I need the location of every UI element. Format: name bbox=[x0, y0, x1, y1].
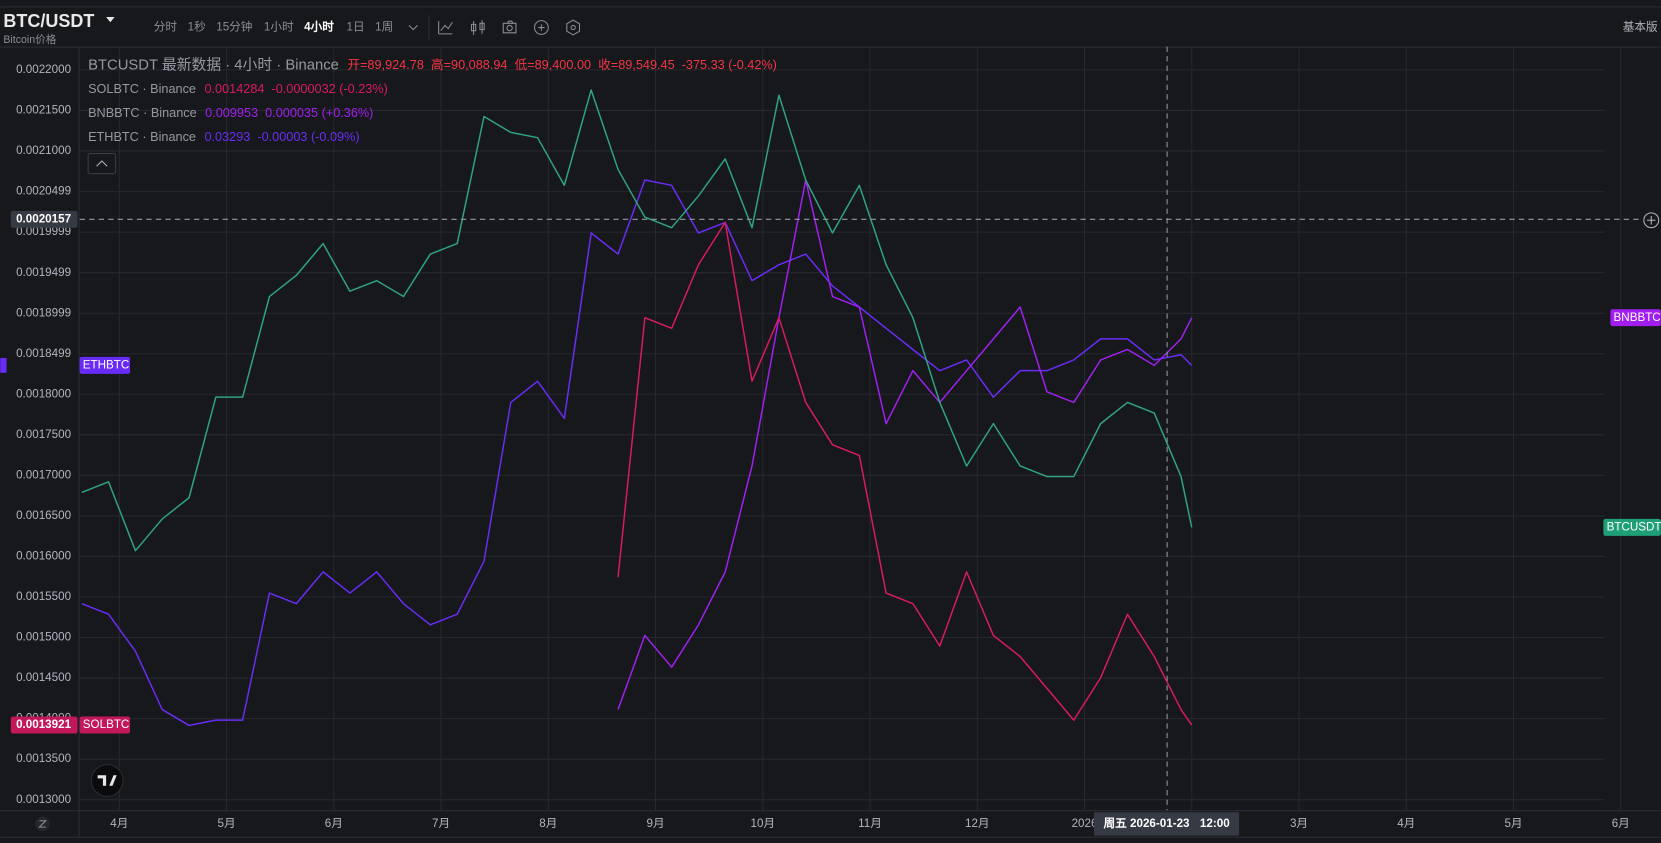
chart-type-button[interactable] bbox=[438, 21, 453, 35]
series-badge bbox=[1603, 518, 1661, 536]
x-tick-label: 7月 bbox=[432, 817, 450, 830]
y-tick-label: 0.0013000 bbox=[16, 793, 71, 806]
x-tick-label: 11月 bbox=[858, 817, 882, 830]
crosshair-x-box bbox=[1094, 812, 1240, 836]
legend-quote: 开=89,924.78 高=90,088.94 低=89,400.00 收=89… bbox=[347, 57, 777, 72]
x-tick-label: 12月 bbox=[965, 817, 990, 830]
collapse-arrow bbox=[96, 160, 108, 167]
y-tick-label: 0.0015500 bbox=[16, 590, 71, 603]
settings-button[interactable] bbox=[566, 19, 581, 36]
legend-quote: 0.03293 -0.00003 (-0.09%) bbox=[204, 130, 359, 144]
add-alert-plus bbox=[1647, 216, 1656, 225]
crosshair-time: 12:00 bbox=[1200, 817, 1230, 830]
series-badge-label: BNBBTC bbox=[1614, 311, 1661, 324]
legend-quote: 0.0014284 -0.0000032 (-0.23%) bbox=[204, 82, 387, 96]
price-badge bbox=[10, 716, 78, 734]
interval-button[interactable]: 分时 bbox=[154, 21, 178, 34]
series-badge bbox=[79, 716, 131, 734]
interval-button[interactable]: 1秒 bbox=[188, 20, 206, 34]
y-tick-label: 0.0013500 bbox=[16, 752, 71, 765]
y-tick-label: 0.0016000 bbox=[16, 550, 71, 563]
y-tick-label: 0.0015000 bbox=[16, 631, 71, 644]
snapshot-button[interactable] bbox=[502, 20, 517, 34]
zoom-icon bbox=[38, 820, 48, 828]
y-tick-label: 0.0018499 bbox=[16, 347, 71, 360]
y-tick-label: 0.0022000 bbox=[16, 63, 71, 76]
y-tick-label: 0.0019499 bbox=[16, 266, 71, 279]
add-indicator-plus bbox=[538, 24, 545, 31]
x-tick-label: 9月 bbox=[646, 817, 664, 830]
x-tick-label: 6月 bbox=[325, 817, 343, 830]
series-line bbox=[617, 179, 1193, 710]
collapse-legend-button[interactable] bbox=[87, 153, 117, 175]
series-badge bbox=[1610, 309, 1661, 327]
x-tick-label: 10月 bbox=[751, 817, 776, 830]
x-tick-label: 5月 bbox=[1504, 817, 1522, 830]
y-tick-label: 0.0021000 bbox=[16, 144, 71, 157]
legend-name[interactable]: BTCUSDT 最新数据 · 4小时 · Binance bbox=[88, 57, 339, 74]
y-tick-label: 0.0016500 bbox=[16, 509, 71, 522]
tradingview-logo[interactable] bbox=[90, 764, 124, 797]
interval-button[interactable]: 1周 bbox=[375, 21, 393, 34]
series-line bbox=[617, 221, 1193, 726]
y-tick-label: 0.0017000 bbox=[16, 468, 71, 481]
price-badge-label: 0.0013921 bbox=[16, 718, 71, 731]
legend-name[interactable]: ETHBTC · Binance bbox=[88, 130, 196, 144]
series-badge bbox=[79, 356, 131, 374]
interval-button[interactable]: 15分钟 bbox=[216, 20, 252, 34]
tradingview-mark bbox=[97, 775, 117, 786]
settings-dot bbox=[570, 24, 576, 31]
y-tick-label: 0.0014500 bbox=[16, 671, 71, 684]
x-tick-label: 4月 bbox=[110, 817, 128, 830]
symbol-dropdown[interactable] bbox=[106, 16, 115, 23]
symbol-subtitle: Bitcoin价格 bbox=[3, 33, 56, 46]
x-tick-label: 4月 bbox=[1397, 817, 1415, 830]
y-tick-label: 0.0021500 bbox=[16, 103, 71, 116]
y-tick-label: 0.0019999 bbox=[16, 225, 71, 238]
crosshair-y-label: 0.0020157 bbox=[16, 212, 71, 225]
series-badge-label: BTCUSDT bbox=[1607, 520, 1661, 533]
legend-quote: 0.009953 0.000035 (+0.36%) bbox=[205, 106, 373, 120]
y-tick-label: 0.0020499 bbox=[16, 185, 71, 198]
x-tick-label: 5月 bbox=[218, 817, 236, 830]
snapshot-lens bbox=[506, 24, 513, 32]
more-intervals[interactable] bbox=[408, 25, 418, 31]
y-tick-label: 0.0018000 bbox=[16, 387, 71, 400]
series-badge-label: ETHBTC bbox=[83, 358, 130, 371]
add-indicator-button[interactable] bbox=[533, 20, 549, 35]
axis-marker bbox=[0, 357, 7, 373]
overlay: 0.0020157 周五 2026-01-23 12:00 BTCUSDT 最新数据 … bbox=[0, 46, 1661, 836]
grid: 0.0022000 0.0021500 0.0021000 0.0020499 0.00… bbox=[16, 46, 1630, 830]
y-tick-label: 0.0017500 bbox=[16, 428, 71, 441]
x-tick-label: 2026 bbox=[1072, 817, 1098, 830]
series-line bbox=[81, 89, 1193, 552]
interval-button[interactable]: 1小时 bbox=[264, 21, 294, 34]
interval-button[interactable]: 4小时 bbox=[304, 20, 334, 34]
crosshair-y-box bbox=[10, 210, 78, 228]
candle-button[interactable] bbox=[470, 20, 485, 35]
series-badge-label: SOLBTC bbox=[83, 718, 130, 731]
x-tick-label: 3月 bbox=[1290, 817, 1308, 830]
legend-name[interactable]: BNBBTC · Binance bbox=[88, 106, 197, 120]
symbol[interactable]: BTC/USDT bbox=[3, 11, 94, 31]
mode-label[interactable]: 基本版 bbox=[1623, 20, 1658, 34]
interval-button[interactable]: 1日 bbox=[347, 21, 365, 34]
x-tick-label: 6月 bbox=[1612, 817, 1630, 830]
series-line bbox=[81, 179, 1193, 727]
legend-name[interactable]: SOLBTC · Binance bbox=[88, 82, 196, 96]
crosshair-x-label: 周五 2026-01-23 bbox=[1104, 816, 1190, 830]
y-tick-label: 0.0018999 bbox=[16, 306, 71, 319]
series-lines bbox=[81, 89, 1193, 727]
x-tick-label: 8月 bbox=[539, 817, 557, 830]
interval-group: 分时 1秒 15分钟 1小时 4小时 1日 1周 bbox=[154, 20, 393, 34]
